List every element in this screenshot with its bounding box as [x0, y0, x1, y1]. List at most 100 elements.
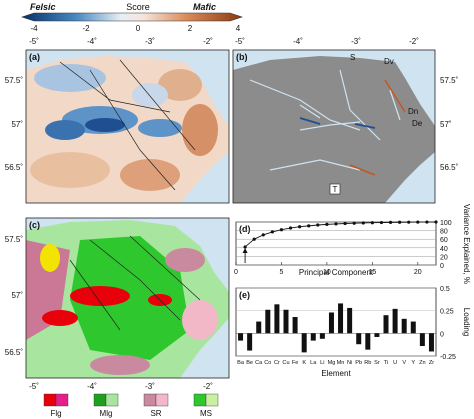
loading-bar [410, 321, 416, 334]
variance-point [343, 221, 347, 226]
variance-point [261, 233, 265, 237]
y-tick-label: 100 [440, 220, 452, 227]
loading-bar [356, 333, 362, 345]
loading-bar [401, 318, 407, 334]
loading-bar [319, 333, 325, 339]
loading-bar [274, 304, 280, 334]
variance-point [334, 222, 338, 226]
legend-swatch [155, 393, 169, 407]
y-tick-label: 20 [440, 254, 448, 261]
x-tick-label: 0 [234, 269, 238, 276]
variance-point [325, 222, 329, 226]
variance-point [307, 224, 311, 228]
x-tick-label: Zn [419, 360, 426, 366]
y-tick-label: -0.25 [440, 354, 456, 361]
x-tick-label: V [402, 360, 406, 366]
colorbar-tick: -2 [82, 24, 90, 33]
legend-label: Flg [50, 409, 61, 418]
x-tick-label: Pb [355, 360, 362, 366]
x-tick-label: 10 [323, 269, 331, 276]
variance-line [244, 221, 437, 248]
lon-tick-label: -2˚ [203, 382, 213, 391]
river-label-s: S [350, 53, 355, 62]
top-lon-axis: -5˚ -4˚ -3˚ -2˚ -5˚ -4˚ -3˚ -2˚ [29, 37, 419, 46]
x-tick-label: 15 [368, 269, 376, 276]
loading-bar [374, 333, 380, 337]
map-panel-a: (a) 57.5˚ 57˚ 56.5˚ [5, 49, 230, 204]
x-tick-label: Cr [274, 360, 280, 366]
variance-point [370, 221, 374, 225]
panel-label-e: (e) [239, 290, 250, 300]
legend-swatch [55, 393, 69, 407]
x-tick-label: Ni [347, 360, 352, 366]
lon-tick-label: -4˚ [87, 382, 97, 391]
x-tick-label: Ca [255, 360, 263, 366]
y-tick-label: 40 [440, 246, 448, 253]
variance-point [388, 220, 393, 224]
y-axis-title: Variance Explained, % [462, 204, 471, 284]
y-tick-label: 0.5 [440, 286, 450, 293]
variance-point [288, 226, 293, 230]
loading-bar [247, 333, 253, 351]
x-tick-label: 5 [280, 269, 284, 276]
variance-point [425, 220, 429, 224]
river-label-de: De [412, 119, 423, 128]
variance-point [270, 230, 274, 234]
legend-swatch [143, 393, 157, 407]
legend-swatch [105, 393, 119, 407]
lat-tick-label: 56.5˚ [440, 163, 459, 172]
lat-tick-label: 57˚ [11, 291, 23, 300]
x-tick-label: La [310, 360, 317, 366]
lon-tick-label: -4˚ [293, 37, 303, 46]
variance-point [407, 220, 411, 224]
colorbar-tick: 4 [236, 24, 241, 33]
legend-label: Mlg [100, 409, 113, 418]
legend-swatch [93, 393, 107, 407]
legend-swatch [205, 393, 219, 407]
x-tick-label: U [393, 360, 397, 366]
geology-legend: Flg Mlg SR MS [43, 393, 219, 418]
x-tick-label: Be [246, 360, 253, 366]
x-tick-label: K [302, 360, 306, 366]
colorbar-tick: -4 [30, 24, 38, 33]
variance-point [298, 225, 302, 229]
y-tick-label: 0.25 [440, 309, 454, 316]
variance-point [379, 220, 384, 225]
lon-tick-label: -2˚ [409, 37, 419, 46]
lat-tick-label: 57.5˚ [5, 235, 24, 244]
x-tick-label: Mg [328, 360, 336, 366]
x-axis-title: Principal Component [299, 268, 374, 277]
x-tick-label: Mn [337, 360, 345, 366]
lon-tick-label: -4˚ [87, 37, 97, 46]
x-axis-title: Element [321, 369, 351, 378]
river-label-t: T [333, 185, 338, 194]
annotation-arrowhead [242, 247, 248, 253]
lon-tick-label: -5˚ [29, 37, 39, 46]
loading-bar [265, 309, 271, 334]
variance-point [352, 221, 356, 225]
colorbar-title: Score [126, 2, 150, 12]
panel-label-b: (b) [236, 52, 248, 62]
loading-bar [383, 315, 389, 334]
x-tick-label: Sr [374, 360, 380, 366]
variance-point [361, 221, 365, 225]
loading-bar [256, 321, 262, 334]
panel-label-d: (d) [239, 224, 251, 234]
map-panel-b: (b) S Dv Dn De T 57.5˚ 57˚ 56.5˚ [232, 49, 459, 204]
x-tick-label: Li [320, 360, 324, 366]
loading-bar [301, 333, 307, 353]
lon-tick-label: -5˚ [235, 37, 245, 46]
river-label-dv: Dv [384, 57, 394, 66]
map-panel-c: (c) 57.5˚ 57˚ 56.5˚ -5˚ -4˚ -3˚ -2˚ [5, 217, 230, 391]
x-tick-label: 20 [414, 269, 422, 276]
colorbar-left-label: Felsic [30, 2, 56, 12]
x-tick-label: Rb [364, 360, 371, 366]
lat-tick-label: 57.5˚ [440, 76, 459, 85]
lat-tick-label: 57.5˚ [5, 76, 24, 85]
panel-label-c: (c) [29, 220, 40, 230]
colorbar-ramp [21, 12, 243, 22]
variance-point [252, 237, 256, 241]
lat-tick-label: 56.5˚ [5, 348, 24, 357]
